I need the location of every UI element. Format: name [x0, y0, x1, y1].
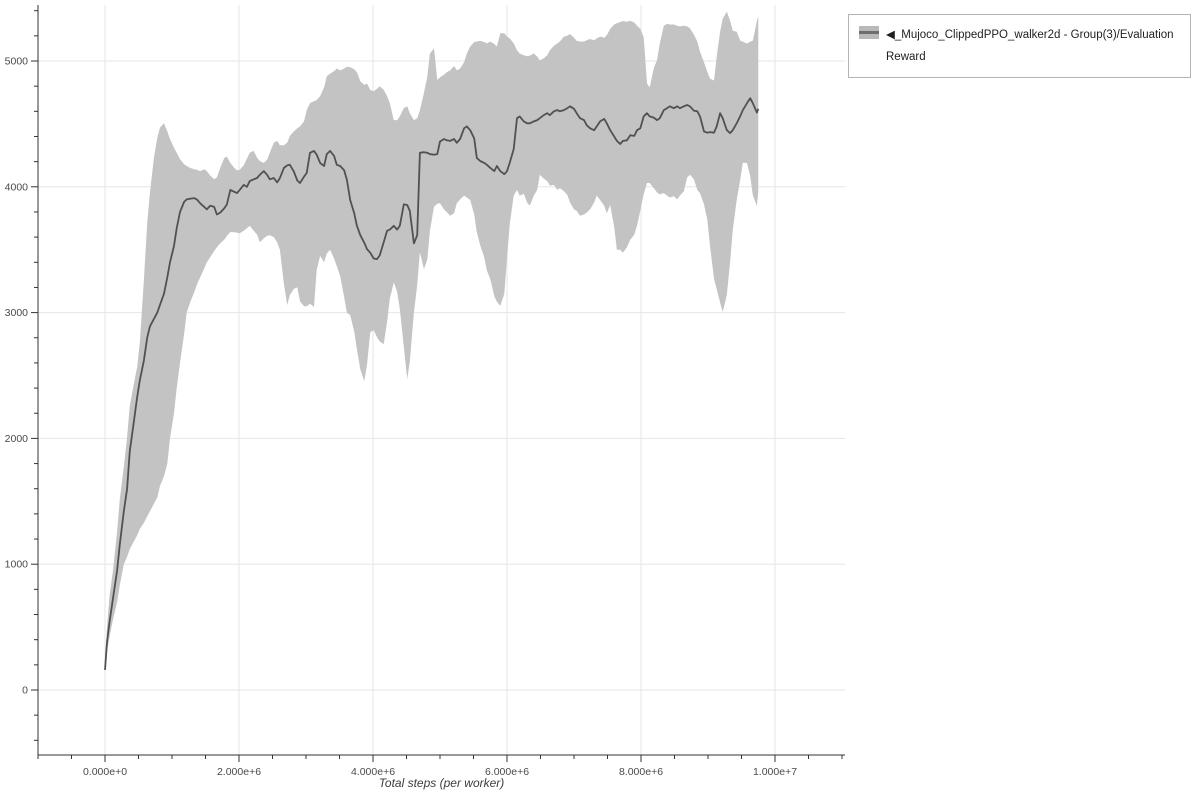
mean-reward-line — [104, 97, 760, 670]
x-tick-label: 4.000e+6 — [351, 766, 395, 778]
x-tick-label: 8.000e+6 — [619, 766, 663, 778]
legend-series-label: ◀_Mujoco_ClippedPPO_walker2d - Group(3)/… — [886, 29, 1174, 63]
x-tick-label: 0.000e+0 — [83, 766, 127, 778]
x-tick-label: 6.000e+6 — [485, 766, 529, 778]
legend-band-swatch-icon — [859, 26, 879, 39]
y-tick-label: 5000 — [5, 56, 29, 68]
x-axis-label: Total steps (per worker) — [378, 776, 505, 790]
y-tick-label: 1000 — [5, 559, 29, 571]
y-tick-label: 4000 — [5, 181, 29, 193]
x-tick-label: 1.000e+7 — [753, 766, 797, 778]
y-tick-label: 2000 — [5, 433, 29, 445]
x-tick-label: 2.000e+6 — [217, 766, 261, 778]
y-tick-label: 0 — [22, 685, 28, 697]
legend: ◀_Mujoco_ClippedPPO_walker2d - Group(3)/… — [848, 14, 1191, 78]
y-tick-label: 3000 — [5, 307, 29, 319]
std-band — [105, 11, 759, 670]
